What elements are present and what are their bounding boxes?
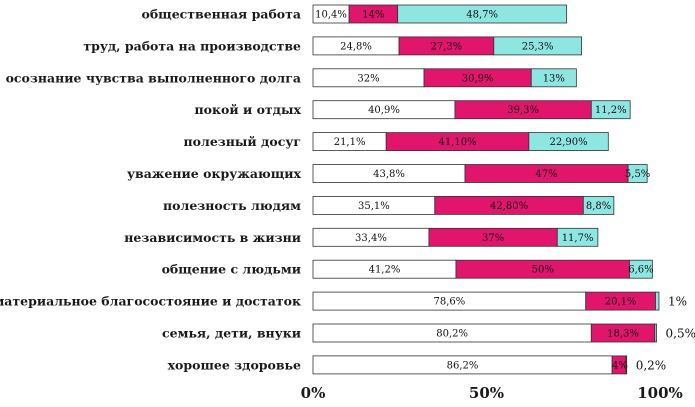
bar-segment [629,259,653,279]
data-label: 6,6% [628,265,653,276]
x-tick-label: 100% [637,384,683,402]
bar-segment [556,227,599,247]
category-label: труд, работа на производстве [83,38,301,53]
data-label: 10,4% [315,10,347,21]
data-label: 37% [482,233,504,244]
category-label: уважение окружающих [127,166,302,181]
data-label: 43,8% [373,169,405,180]
category-label: независимость в жизни [124,230,301,245]
category-label: хорошее здоровье [168,357,301,372]
data-label: 5,5% [625,169,650,180]
data-label: 24,8% [340,41,372,52]
data-label: 21,1% [334,137,366,148]
data-label: 14% [362,10,384,21]
bar-segment [590,100,631,120]
data-label: 1% [668,295,687,309]
bar-segment [627,164,648,183]
data-label: 50% [532,265,554,276]
bar-segment [655,291,660,311]
category-label: полезность людям [163,198,301,213]
data-label: 4% [612,360,628,371]
data-label: 47% [535,169,557,180]
bar-segment [530,68,577,88]
data-label: 0,2% [636,358,667,372]
category-label: общественная работа [142,7,302,22]
data-label: 41,2% [369,265,401,276]
data-label: 11,2% [595,105,627,116]
data-label: 48,7% [466,10,498,21]
data-label: 33,4% [355,233,387,244]
data-label: 8,8% [586,201,611,212]
bar-segment [625,355,628,375]
data-label: 86,2% [447,360,479,371]
category-label: общение с людьми [162,262,301,277]
data-label: 80,2% [436,329,468,340]
data-label: 41,10% [438,137,476,148]
bar-segment [528,132,609,152]
data-label: 13% [543,73,565,84]
bar-segment [493,36,582,56]
data-label: 11,7% [562,233,594,244]
bar-segment [397,4,568,24]
data-label: 35,1% [358,201,390,212]
data-label: 78,6% [433,297,465,308]
data-label: 18,3% [607,329,639,340]
data-label: 30,9% [462,73,494,84]
data-label: 25,3% [522,41,554,52]
bar-segment [654,323,657,343]
data-label: 22,90% [549,137,587,148]
data-label: 42,80% [490,201,528,212]
data-label: 40,9% [368,105,400,116]
x-tick-label: 50% [469,384,504,402]
x-tick-label: 0% [301,384,326,402]
category-label: покой и отдых [195,102,302,117]
data-label: 32% [357,73,379,84]
category-label: материальное благосостояние и достаток [0,294,301,309]
category-label: семья, дети, внуки [162,326,301,341]
data-label: 20,1% [605,297,637,308]
bar-segment [582,195,615,215]
category-label: осознание чувства выполненного долга [6,70,301,85]
data-label: 0,5% [666,327,695,341]
category-label: полезный досуг [184,134,301,149]
data-label: 27,3% [431,41,463,52]
data-label: 39,3% [507,105,539,116]
